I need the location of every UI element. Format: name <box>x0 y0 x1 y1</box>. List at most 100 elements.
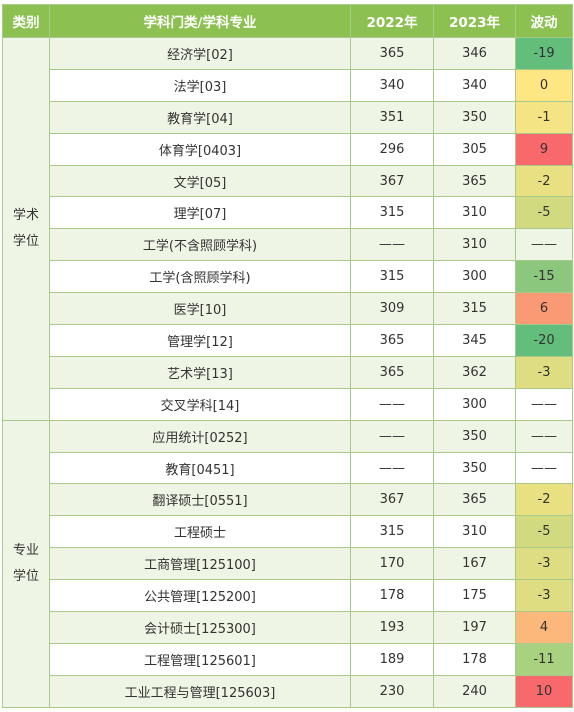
subject-cell: 工程管理[125601] <box>49 642 351 676</box>
change-cell: -20 <box>515 324 573 357</box>
table-row: 工程管理[125601] 189 178 -11 <box>3 642 573 676</box>
subject-cell: 管理学[12] <box>49 324 351 357</box>
score-2023-cell: 305 <box>433 132 516 166</box>
score-2023-cell: 175 <box>433 579 516 613</box>
score-2022-cell: 365 <box>350 37 434 70</box>
subject-cell: 体育学[0403] <box>49 132 351 166</box>
header-subject: 学科门类/学科专业 <box>49 4 351 38</box>
subject-cell: 经济学[02] <box>49 37 351 70</box>
score-2022-cell: 340 <box>350 68 434 102</box>
score-table: 类别 学科门类/学科专业 2022年 2023年 波动 学术 学位 经济学[02] 3… <box>2 4 573 708</box>
change-cell: -5 <box>515 196 573 230</box>
score-2022-cell: 367 <box>350 164 434 198</box>
subject-cell: 工学(不含照顾学科) <box>49 228 351 262</box>
score-2023-cell: 365 <box>433 483 516 517</box>
category-label: 学术 <box>12 207 39 223</box>
score-2023-cell: 340 <box>433 68 516 102</box>
subject-cell: 艺术学[13] <box>49 355 351 389</box>
table-row: 艺术学[13] 365 362 -3 <box>3 355 573 389</box>
score-2023-cell: 167 <box>433 547 516 581</box>
score-2023-cell: 197 <box>433 611 516 644</box>
score-2022-cell: 178 <box>350 579 434 613</box>
score-2022-cell: 315 <box>350 515 434 549</box>
score-2022-cell: 315 <box>350 260 434 294</box>
score-2022-cell: 351 <box>350 100 434 134</box>
score-2022-cell: 170 <box>350 547 434 581</box>
change-cell: -11 <box>515 642 573 676</box>
score-2023-cell: 310 <box>433 515 516 549</box>
table-body: 学术 学位 经济学[02] 365 346 -19 法学[03] 340 340 0 教育学[04]… <box>2 37 573 708</box>
table-row: 教育[0451] —— 350 —— <box>3 451 573 485</box>
subject-cell: 教育学[04] <box>49 100 351 134</box>
header-row: 类别 学科门类/学科专业 2022年 2023年 波动 <box>2 4 573 38</box>
score-2022-cell: 193 <box>350 611 434 644</box>
score-2023-cell: 346 <box>433 37 516 70</box>
change-cell: -1 <box>515 100 573 134</box>
table-row: 学术 学位 经济学[02] 365 346 -19 <box>2 37 573 421</box>
score-2022-cell: 365 <box>350 355 434 389</box>
table-row: 翻译硕士[0551] 367 365 -2 <box>3 483 573 517</box>
score-2023-cell: 365 <box>433 164 516 198</box>
change-cell: -3 <box>515 355 573 389</box>
subject-cell: 文学[05] <box>49 164 351 198</box>
subject-cell: 医学[10] <box>49 292 351 326</box>
change-cell: —— <box>515 228 573 262</box>
score-2022-cell: —— <box>350 451 434 485</box>
change-cell: —— <box>515 387 573 421</box>
score-2022-cell: 367 <box>350 483 434 517</box>
change-cell: 6 <box>515 292 573 326</box>
table-row: 工业工程与管理[125603] 230 240 10 <box>3 674 573 708</box>
table-row: 体育学[0403] 296 305 9 <box>3 132 573 166</box>
subject-cell: 工商管理[125100] <box>49 547 351 581</box>
table-row: 交叉学科[14] —— 300 —— <box>3 387 573 421</box>
score-2022-cell: 315 <box>350 196 434 230</box>
score-2022-cell: 189 <box>350 642 434 676</box>
change-cell: -3 <box>515 579 573 613</box>
change-cell: -5 <box>515 515 573 549</box>
score-2023-cell: 300 <box>433 387 516 421</box>
header-2022: 2022年 <box>350 4 434 38</box>
table-row: 会计硕士[125300] 193 197 4 <box>3 611 573 644</box>
score-2022-cell: —— <box>350 228 434 262</box>
category-label: 学位 <box>12 568 39 584</box>
table-row: 工学(含照顾学科) 315 300 -15 <box>3 260 573 294</box>
score-2023-cell: 350 <box>433 419 516 453</box>
table-row: 公共管理[125200] 178 175 -3 <box>3 579 573 613</box>
subject-cell: 应用统计[0252] <box>49 419 351 453</box>
change-cell: -19 <box>515 37 573 70</box>
score-2022-cell: 365 <box>350 324 434 357</box>
change-cell: -3 <box>515 547 573 581</box>
table-row: 工商管理[125100] 170 167 -3 <box>3 547 573 581</box>
score-2022-cell: 296 <box>350 132 434 166</box>
score-2023-cell: 362 <box>433 355 516 389</box>
change-cell: 10 <box>515 674 573 708</box>
subject-cell: 教育[0451] <box>49 451 351 485</box>
header-2023: 2023年 <box>433 4 516 38</box>
change-cell: -15 <box>515 260 573 294</box>
table-row: 医学[10] 309 315 6 <box>3 292 573 326</box>
table-row: 专业 学位 应用统计[0252] —— 350 —— <box>2 419 573 708</box>
subject-cell: 工学(含照顾学科) <box>49 260 351 294</box>
change-cell: 0 <box>515 68 573 102</box>
subject-cell: 翻译硕士[0551] <box>49 483 351 517</box>
table-row: 文学[05] 367 365 -2 <box>3 164 573 198</box>
table-row: 法学[03] 340 340 0 <box>3 68 573 102</box>
subject-cell: 理学[07] <box>49 196 351 230</box>
table-row: 工程硕士 315 310 -5 <box>3 515 573 549</box>
score-2022-cell: —— <box>350 419 434 453</box>
change-cell: —— <box>515 419 573 453</box>
subject-cell: 工程硕士 <box>49 515 351 549</box>
category-label: 专业 <box>12 542 39 558</box>
score-2023-cell: 178 <box>433 642 516 676</box>
category-cell: 学术 学位 <box>2 37 50 421</box>
change-cell: —— <box>515 451 573 485</box>
change-cell: 4 <box>515 611 573 644</box>
header-change: 波动 <box>515 4 573 38</box>
subject-cell: 法学[03] <box>49 68 351 102</box>
change-cell: 9 <box>515 132 573 166</box>
score-2022-cell: 309 <box>350 292 434 326</box>
table-row: 管理学[12] 365 345 -20 <box>3 324 573 357</box>
header-category: 类别 <box>2 4 50 38</box>
change-cell: -2 <box>515 483 573 517</box>
score-2022-cell: 230 <box>350 674 434 708</box>
